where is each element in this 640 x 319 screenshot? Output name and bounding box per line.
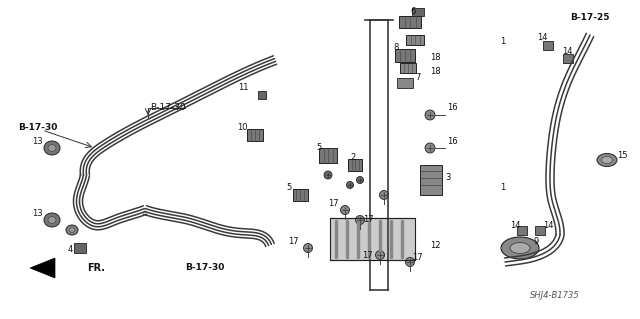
Bar [420,165,442,195]
Text: B-17-30: B-17-30 [150,103,186,113]
Text: 18: 18 [430,68,440,77]
Text: B-17-25: B-17-25 [570,13,609,23]
Polygon shape [30,258,55,278]
Text: 4: 4 [68,246,73,255]
Text: 14: 14 [537,33,547,42]
Text: 17: 17 [288,238,299,247]
Text: B-17-30: B-17-30 [18,123,58,132]
Ellipse shape [425,143,435,153]
Text: B-17-30: B-17-30 [185,263,225,272]
Text: 17: 17 [362,250,372,259]
Ellipse shape [44,141,60,155]
Ellipse shape [48,145,56,152]
Bar [399,16,421,28]
Text: 1: 1 [500,183,505,192]
Text: 16: 16 [447,137,458,146]
Bar [247,129,263,141]
Text: 17: 17 [328,198,339,207]
Bar [330,218,415,260]
Text: 14: 14 [510,220,520,229]
Ellipse shape [425,110,435,120]
Bar [543,41,553,49]
Bar [258,91,266,99]
Text: 11: 11 [238,84,248,93]
Text: 6: 6 [410,8,415,17]
Text: 14: 14 [543,220,554,229]
Ellipse shape [69,227,75,233]
Ellipse shape [48,217,56,224]
Text: 15: 15 [617,151,627,160]
Text: 12: 12 [430,241,440,249]
Ellipse shape [380,190,388,199]
Text: 14: 14 [562,48,573,56]
Text: 10: 10 [237,123,248,132]
Text: 1: 1 [500,38,505,47]
Bar [400,63,416,73]
Ellipse shape [602,157,612,164]
Bar [563,54,573,63]
Text: 16: 16 [447,103,458,113]
Text: 13: 13 [32,210,43,219]
Bar [319,147,337,162]
Text: 3: 3 [445,174,451,182]
Ellipse shape [406,257,415,266]
Ellipse shape [510,242,530,254]
Bar [412,8,424,16]
Text: 7: 7 [415,73,420,83]
Bar [517,226,527,234]
Text: 5: 5 [316,144,321,152]
Bar [395,48,415,62]
Ellipse shape [324,171,332,179]
Bar [397,78,413,88]
Bar [74,243,86,253]
Ellipse shape [597,153,617,167]
Bar [348,159,362,171]
Ellipse shape [501,237,539,259]
Text: 5: 5 [286,183,291,192]
Bar [535,226,545,234]
Ellipse shape [346,182,353,189]
Text: 18: 18 [430,54,440,63]
Ellipse shape [66,225,78,235]
Text: 13: 13 [32,137,43,146]
Bar [406,35,424,45]
Ellipse shape [356,176,364,183]
Text: 2: 2 [350,153,355,162]
Text: 9: 9 [533,238,538,247]
Ellipse shape [303,243,312,253]
Ellipse shape [376,250,385,259]
Ellipse shape [340,205,349,214]
Text: SHJ4-B1735: SHJ4-B1735 [530,291,580,300]
Text: FR.: FR. [87,263,105,273]
Text: 17: 17 [412,254,422,263]
Ellipse shape [44,213,60,227]
Bar [292,189,307,201]
Ellipse shape [355,216,365,225]
Text: 17: 17 [363,216,374,225]
Text: 8: 8 [393,43,398,53]
